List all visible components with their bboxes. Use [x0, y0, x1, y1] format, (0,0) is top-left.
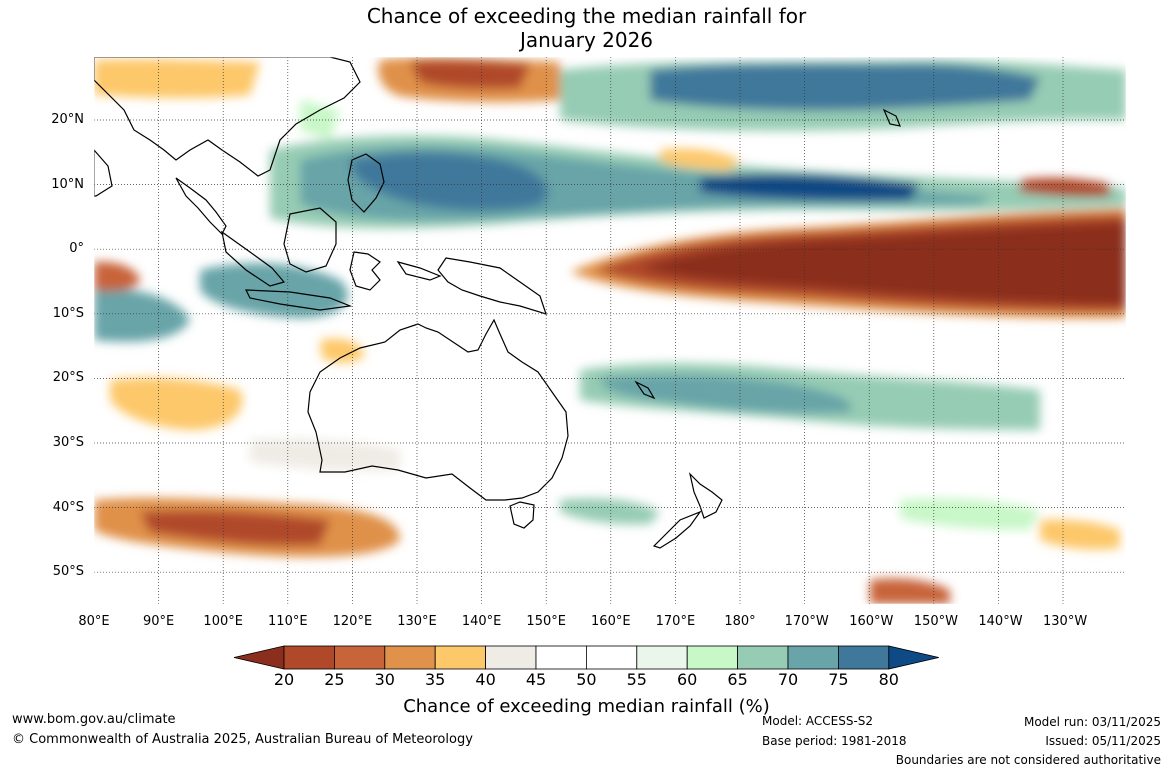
colorbar-swatch [384, 645, 436, 670]
graticule [94, 57, 1126, 604]
lat-tick-label: 0° [69, 241, 84, 257]
colorbar-tick-label: 35 [425, 670, 446, 689]
lat-tick-label: 10°S [52, 305, 84, 321]
colorbar-high-arrow [888, 645, 939, 670]
colorbar-swatch [485, 645, 537, 670]
lon-tick-label: 150°W [913, 614, 958, 629]
colorbar-tick-label: 20 [273, 670, 295, 689]
map-title-line1: Chance of exceeding the median rainfall … [366, 4, 807, 28]
colorbar-swatch [333, 645, 386, 670]
model-run-text: Model run: 03/11/2025 [1023, 715, 1161, 729]
lon-tick-label: 170°W [784, 614, 829, 629]
colorbar-swatch [838, 645, 890, 670]
lat-tick-label: 40°S [52, 499, 84, 515]
lon-tick-label: 80°E [78, 614, 110, 629]
colorbar-low-arrow [233, 645, 285, 670]
lon-tick-label: 150°E [526, 614, 566, 629]
lat-tick-label: 20°N [51, 112, 84, 127]
map-title-line2: January 2026 [519, 28, 654, 52]
colorbar-tick-label: 45 [525, 670, 547, 689]
model-text: Model: ACCESS-S2 [762, 714, 874, 728]
lon-tick-label: 110°E [268, 614, 308, 629]
colorbar-tick-label: 40 [475, 670, 496, 689]
lon-tick-label: 100°E [203, 614, 243, 629]
lat-tick-label: 50°S [52, 564, 84, 580]
lat-tick-label: 20°S [52, 370, 84, 386]
lat-tick-label: 10°N [51, 176, 84, 192]
colorbar-tick-label: 60 [677, 670, 698, 689]
disclaimer-text: Boundaries are not considered authoritat… [895, 753, 1161, 767]
colorbar-swatch [636, 645, 688, 670]
lon-tick-label: 160°E [591, 614, 631, 629]
lon-tick-label: 120°E [332, 614, 373, 629]
lat-tick-label: 30°S [52, 435, 84, 450]
coastlines [94, 57, 901, 549]
lon-tick-label: 140°E [461, 614, 502, 629]
colorbar-title: Chance of exceeding median rainfall (%) [403, 696, 770, 717]
colorbar-tick-label: 75 [828, 670, 849, 689]
issued-text: Issued: 05/11/2025 [1045, 734, 1161, 748]
lon-tick-label: 180° [724, 614, 756, 629]
colorbar-swatch [737, 645, 789, 670]
colorbar-tick-label: 65 [727, 670, 748, 689]
colorbar-swatch [434, 645, 487, 670]
base-period-text: Base period: 1981-2018 [762, 734, 907, 748]
copyright-text: © Commonwealth of Australia 2025, Austra… [12, 732, 473, 747]
probability-field [94, 57, 1126, 604]
website-text: www.bom.gov.au/climate [12, 712, 176, 727]
colorbar-tick-label: 70 [777, 670, 799, 689]
colorbar-tick-label: 30 [374, 670, 395, 689]
colorbar-tick-label: 55 [626, 670, 647, 689]
colorbar-swatch [283, 645, 335, 670]
colorbar-swatch [535, 645, 587, 670]
colorbar-swatch [787, 645, 839, 670]
lon-tick-label: 130°E [397, 614, 437, 629]
colorbar-swatch [686, 645, 739, 670]
colorbar [233, 645, 939, 670]
lon-tick-label: 140°W [978, 614, 1023, 629]
lon-tick-label: 130°W [1043, 614, 1088, 629]
lon-tick-label: 90°E [142, 614, 175, 629]
colorbar-tick-label: 25 [324, 670, 345, 689]
colorbar-swatch [586, 645, 638, 670]
lon-tick-label: 170°E [655, 614, 696, 629]
lon-tick-label: 160°W [849, 614, 894, 629]
colorbar-tick-label: 80 [878, 670, 899, 689]
colorbar-tick-label: 50 [576, 670, 597, 689]
